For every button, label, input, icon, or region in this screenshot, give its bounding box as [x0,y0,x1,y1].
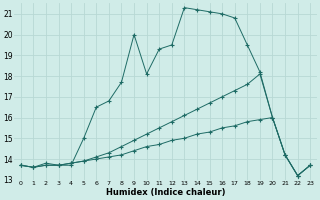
X-axis label: Humidex (Indice chaleur): Humidex (Indice chaleur) [106,188,225,197]
